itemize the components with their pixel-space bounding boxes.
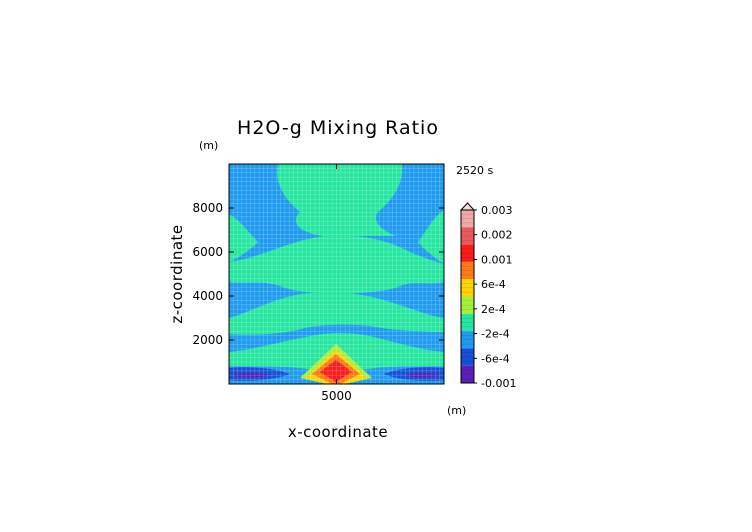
band-middle <box>229 235 444 294</box>
colorbar-segment <box>461 348 474 366</box>
colorbar-segment <box>461 210 474 228</box>
colorbar-segment <box>461 227 474 245</box>
core-level-4 <box>320 360 352 382</box>
y-unit-label: (m) <box>199 139 218 152</box>
colorbar-segment <box>461 244 474 262</box>
colorbar-segment <box>461 331 474 349</box>
colorbar-label: 0.003 <box>481 204 513 217</box>
time-label: 2520 s <box>456 164 493 177</box>
grid <box>229 164 444 384</box>
band-upper-right <box>418 210 444 264</box>
colorbar-segment <box>461 296 474 314</box>
x-tick-label: 5000 <box>321 389 352 403</box>
x-axis: 5000 <box>321 164 352 403</box>
y-axis: 2000 4000 6000 8000 <box>192 201 444 347</box>
colorbar-segment <box>461 313 474 332</box>
band-upper-plume <box>277 164 403 236</box>
chart-title: H2O-g Mixing Ratio <box>237 117 439 139</box>
colorbar-extend-arrow <box>459 202 476 211</box>
x-axis-label: x-coordinate <box>288 423 388 441</box>
colorbar-label: -6e-4 <box>481 352 510 365</box>
band-upper-left <box>229 214 258 262</box>
colorbar-segment <box>461 365 474 383</box>
colorbar-frame <box>460 209 475 384</box>
dip-left-core <box>234 372 270 378</box>
plot-area <box>229 164 444 384</box>
dip-right-core <box>404 372 439 378</box>
colorbar: 0.003 0.002 0.001 6e-4 2e-4 -2e-4 -6e-4 -0.001 <box>459 202 516 390</box>
y-tick-label: 4000 <box>192 289 223 303</box>
colorbar-label: 0.002 <box>481 229 513 242</box>
y-tick-label: 2000 <box>192 333 223 347</box>
band-lower <box>229 292 444 335</box>
x-unit-label: (m) <box>447 404 466 417</box>
colorbar-segment <box>461 279 474 297</box>
y-tick-label: 8000 <box>192 201 223 215</box>
colorbar-label: -2e-4 <box>481 328 510 341</box>
y-axis-label: z-coordinate <box>168 224 186 323</box>
colorbar-label: 6e-4 <box>481 278 506 291</box>
colorbar-segment <box>461 261 474 280</box>
colorbar-label: -0.001 <box>481 377 516 390</box>
colorbar-label: 0.001 <box>481 253 513 266</box>
colorbar-label: 2e-4 <box>481 303 506 316</box>
y-tick-label: 6000 <box>192 245 223 259</box>
